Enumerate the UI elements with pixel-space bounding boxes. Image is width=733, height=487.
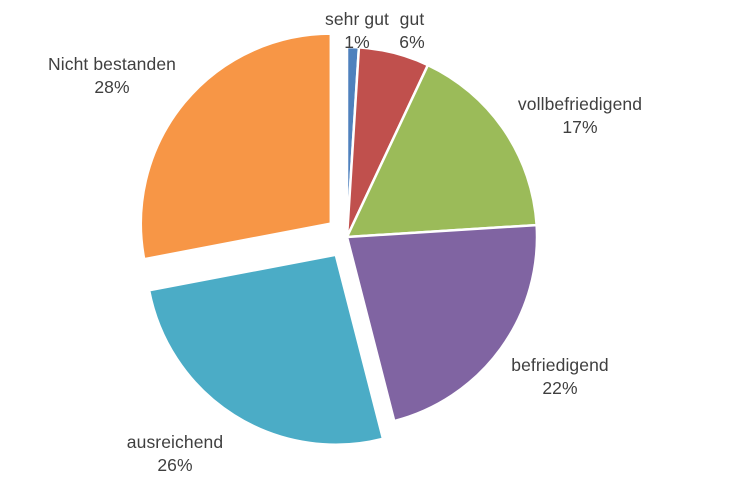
pie-slice-ausreichend	[147, 253, 385, 446]
pie-label-percent: 6%	[399, 32, 425, 52]
pie-label-percent: 28%	[94, 77, 130, 97]
pie-label-category: gut	[399, 9, 425, 29]
pie-label-percent: 17%	[562, 117, 598, 137]
pie-slice-vollbefriedigend	[345, 63, 538, 239]
pie-label-category: vollbefriedigend	[517, 94, 643, 114]
pie-label-befriedigend: befriedigend 22%	[511, 354, 609, 400]
pie-slice-befriedigend	[345, 223, 539, 423]
pie-label-percent: 1%	[344, 32, 370, 52]
pie-label-category: ausreichend	[126, 432, 224, 452]
pie-label-ausreichend: ausreichend 26%	[127, 431, 223, 477]
pie-slice-nicht-bestanden	[139, 32, 333, 261]
pie-label-sehr-gut: sehr gut 1%	[325, 8, 389, 54]
pie-label-percent: 22%	[542, 378, 578, 398]
pie-label-vollbefriedigend: vollbefriedigend 17%	[518, 93, 642, 139]
pie-label-percent: 26%	[157, 455, 193, 475]
pie-label-nicht-bestanden: Nicht bestanden 28%	[48, 53, 176, 99]
pie-label-category: sehr gut	[324, 9, 390, 29]
pie-label-category: Nicht bestanden	[48, 54, 176, 74]
pie-label-category: befriedigend	[511, 355, 609, 375]
pie-label-gut: gut 6%	[399, 8, 425, 54]
